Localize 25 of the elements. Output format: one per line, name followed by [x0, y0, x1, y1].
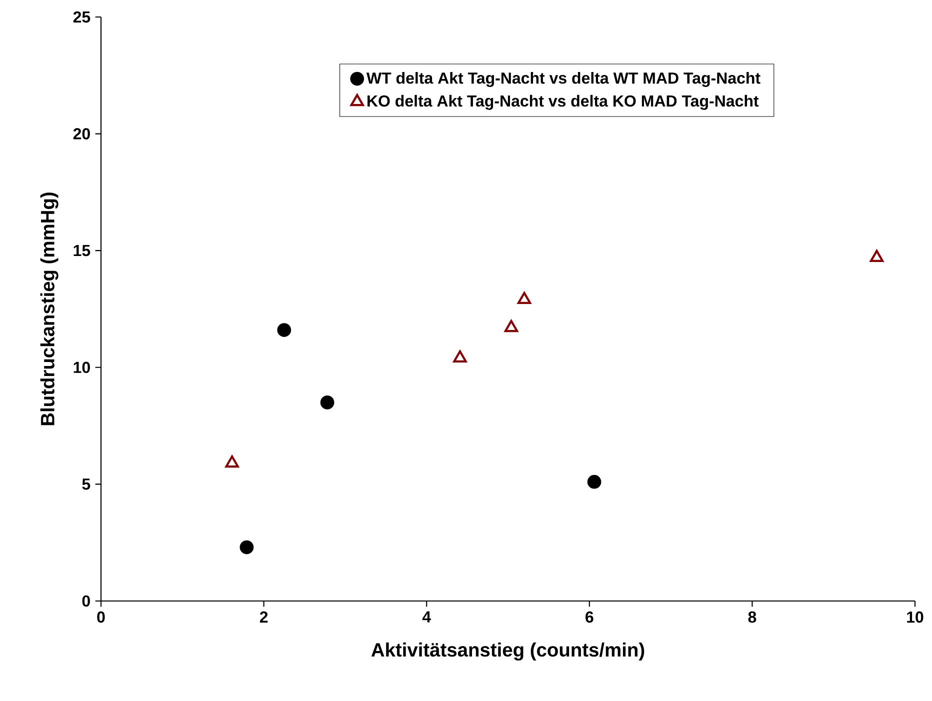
point — [587, 474, 602, 489]
point — [870, 250, 884, 262]
point — [504, 320, 518, 332]
point — [240, 540, 254, 554]
y-axis-title: Blutdruckanstieg (mmHg) — [40, 192, 58, 426]
y-tick-label: 0 — [82, 595, 90, 607]
x-tick-label: 6 — [586, 611, 594, 623]
y-tick-label: 5 — [82, 478, 90, 490]
y-tick-label: 15 — [74, 245, 90, 256]
y-tick-label: 25 — [73, 11, 90, 23]
point — [453, 350, 467, 362]
x-tick-label: 4 — [422, 611, 431, 622]
x-axis-title: Aktivitätsanstieg (counts/min) — [371, 642, 644, 661]
x-tick-label: 0 — [97, 611, 105, 623]
point — [320, 396, 334, 410]
y-tick-label: 10 — [74, 362, 90, 374]
legend-label: KO delta Akt Tag-Nacht vs delta KO MAD Tag-Nacht — [368, 94, 759, 110]
x-tick-label: 8 — [748, 611, 756, 623]
x-tick-label: 10 — [907, 611, 924, 623]
x-tick-label: 2 — [260, 611, 268, 623]
point — [517, 292, 532, 304]
legend-label: WT delta Akt Tag-Nacht vs delta WT MAD Tag-Nacht — [366, 72, 760, 87]
point — [225, 455, 239, 468]
y-tick-label: 20 — [73, 128, 90, 140]
point — [277, 323, 292, 337]
